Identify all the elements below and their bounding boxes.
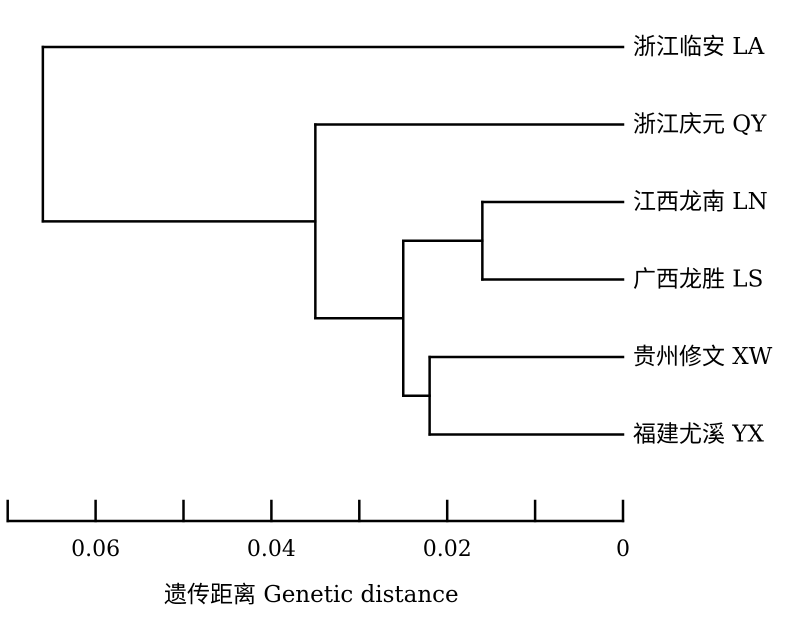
leaf-label-la: 浙江临安 LA xyxy=(633,34,765,60)
axis-tick-label: 0.02 xyxy=(423,537,472,562)
leaf-label-qy: 浙江庆元 QY xyxy=(633,112,767,138)
axis-tick-label: 0.04 xyxy=(247,537,296,562)
dendrogram-branches xyxy=(41,45,625,436)
leaf-label-ln: 江西龙南 LN xyxy=(633,189,768,215)
leaf-label-xw: 贵州修文 XW xyxy=(633,344,773,370)
axis-ticks xyxy=(6,499,625,523)
leaf-labels: 浙江临安 LA 浙江庆元 QY 江西龙南 LN 广西龙胜 LS 贵州修文 XW 福建尤溪 … xyxy=(633,34,773,448)
distance-axis: 0.06 0.04 0.02 0 xyxy=(6,499,630,562)
axis-tick-label: 0 xyxy=(616,537,630,562)
leaf-label-yx: 福建尤溪 YX xyxy=(633,422,764,448)
axis-tick-labels: 0.06 0.04 0.02 0 xyxy=(71,537,630,562)
axis-title: 遗传距离 Genetic distance xyxy=(164,582,459,608)
leaf-label-ls: 广西龙胜 LS xyxy=(633,267,763,293)
axis-tick-label: 0.06 xyxy=(71,537,120,562)
